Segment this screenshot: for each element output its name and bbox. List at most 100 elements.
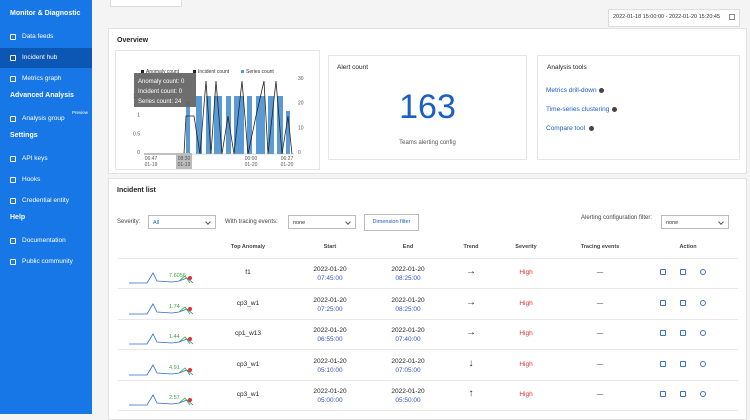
nav-icon [10,198,16,204]
alerting-select[interactable]: none [661,215,729,229]
nav-label: Hooks [22,176,41,183]
tab[interactable] [110,0,182,7]
nav-section: Settings [10,132,38,139]
open-action[interactable] [660,330,666,336]
hide-action[interactable] [700,330,706,336]
open-action[interactable] [660,360,666,367]
start-time: 05:10:00 [317,366,343,374]
trend: ↓ [468,357,474,369]
nav-item[interactable]: Documentation [0,231,92,251]
nav-item[interactable]: Public community [0,252,92,272]
tools-card: Analysis tools [537,55,740,160]
tools-title: Analysis tools [547,64,587,71]
legend-label: Incident count [198,69,230,75]
tracing-select[interactable]: none [288,215,356,229]
start-date: 2022-01-20 [313,327,347,334]
right-tick-label: 30 [298,76,304,82]
start-time: 07:25:00 [317,305,343,313]
hide-action[interactable] [700,391,706,397]
nav-icon [10,177,16,183]
nav-item[interactable]: Data feeds [0,27,92,47]
sparkline-line [129,302,194,314]
start-cell: 2022-01-20 06:55:00 [313,326,346,344]
nav-label: Metrics graph [22,75,62,82]
open-action[interactable] [660,269,666,275]
table-header: Top Anomaly [230,244,266,250]
nav-icon [10,156,16,162]
help-icon [599,88,604,93]
sparkline-value: 1.74 [169,304,180,310]
end-cell: 2022-01-20 07:40:00 [391,326,424,344]
sparkline-line [129,363,194,375]
sidebar: Monitor & Diagnostic Data feeds Incident h… [0,0,92,414]
tool-link[interactable]: Time-series clustering [546,106,610,113]
nav-item[interactable]: API keys [0,149,92,169]
legend-label: Anomaly count [146,69,180,75]
tracing: — [596,391,604,398]
nav-item[interactable]: Hooks [0,170,92,190]
tool-link[interactable]: Compare tool [546,125,586,132]
anomaly-dot [188,306,192,311]
end-cell: 2022-01-20 08:25:00 [391,296,424,314]
sparkline-tail [178,366,191,375]
ack-action[interactable] [680,269,686,275]
top-anomaly: cp1_w13 [234,330,262,337]
left-tick-label: 0.5 [133,131,140,137]
hide-action[interactable] [700,269,706,275]
tooltip-line: Series count: 24 [138,99,182,105]
nav-label: Public community [22,258,73,265]
hide-action[interactable] [700,299,706,306]
ack-action[interactable] [680,330,686,336]
sparkline-tail [178,336,191,345]
help-icon [589,126,594,131]
legend-label: Series count [246,69,274,75]
legend-swatch [241,70,244,73]
x-tick-label: 01-20 [281,162,294,168]
calendar-icon [729,14,735,20]
start-time: 07:45:00 [317,275,343,282]
nav-item[interactable]: Metrics graph [0,69,92,89]
series-bars [186,96,290,154]
date-picker[interactable]: 2022-01-18 15:00:00 - 2022-01-20 15:20:4… [608,9,740,27]
open-action[interactable] [660,391,666,397]
x-tick-label: 01-19 [145,162,158,168]
row-divider [118,410,738,411]
row-divider [118,379,738,381]
table-header: Severity [515,244,537,250]
nav-item[interactable]: Incident hub [0,48,92,68]
mini-chart: 21.510.50302010006:4701-1908:3001-1900:0… [133,69,304,169]
right-tick-label: 0 [298,150,301,156]
alert-link[interactable]: Teams alerting config [399,140,456,146]
nav-item[interactable]: Analysis group Preview [0,109,92,129]
right-tick-label: 20 [298,101,304,107]
end-time: 07:40:00 [395,336,421,343]
sparkline-tail [178,397,191,406]
ack-action[interactable] [680,391,686,397]
dimension-filter-button[interactable]: Dimension filter [364,214,419,231]
hide-action[interactable] [700,360,706,367]
x-tick-label: 06:47 [145,156,158,162]
nav-label: API keys [22,155,48,162]
end-time: 05:50:00 [395,397,421,404]
end-cell: 2022-01-20 07:05:00 [391,357,424,375]
nav-label: Documentation [22,237,66,244]
nav-item[interactable]: Credential entity [0,191,92,211]
sparkline: 2.57 [129,394,194,406]
tooltip-line: Anomaly count: 0 [138,79,185,85]
table-header: Tracing events [580,244,620,250]
open-action[interactable] [660,299,666,306]
ack-action[interactable] [680,299,686,306]
start-cell: 2022-01-20 07:45:00 [313,265,346,283]
start-time: 05:00:00 [317,397,343,404]
tool-link[interactable]: Metrics drill-down [546,87,597,94]
ack-action[interactable] [680,360,686,367]
end-cell: 2022-01-20 08:25:00 [391,265,424,283]
overview-title: Overview [117,37,149,44]
severity-select[interactable]: All [148,215,216,229]
sparkline-value: 1.44 [169,334,180,340]
end-date: 2022-01-20 [391,388,425,395]
row-divider [118,349,738,350]
sparkline-tail [178,305,191,314]
chart-card: 21.510.50302010006:4701-1908:3001-1900:0… [115,50,320,170]
